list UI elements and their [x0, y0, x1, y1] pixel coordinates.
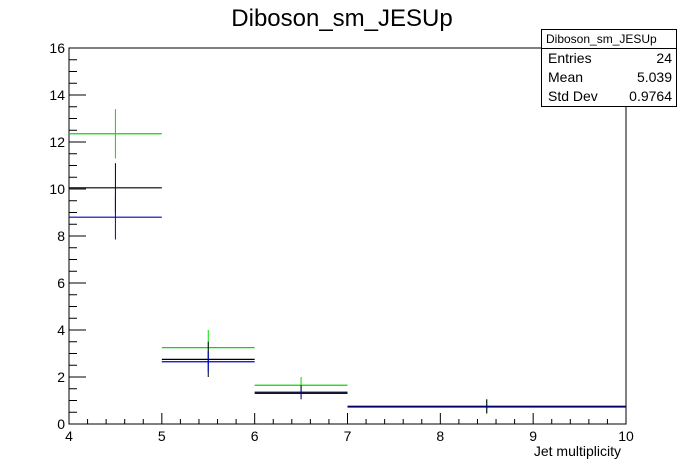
series-2	[69, 163, 626, 414]
y-tick-label: 6	[57, 275, 65, 291]
stats-label: Entries	[548, 50, 592, 66]
y-tick-label: 0	[57, 416, 65, 432]
stats-row-entries: Entries 24	[542, 49, 676, 68]
y-tick-label: 4	[57, 322, 65, 338]
series-1	[69, 109, 626, 414]
stats-value: 24	[656, 50, 672, 66]
chart-title: Diboson_sm_JESUp	[231, 5, 452, 32]
series-3	[69, 194, 626, 409]
stats-value: 5.039	[636, 69, 672, 85]
y-tick-label: 16	[49, 40, 65, 56]
x-tick-label: 5	[158, 428, 166, 444]
stats-label: Std Dev	[548, 88, 598, 104]
y-tick-label: 8	[57, 228, 65, 244]
y-tick-label: 14	[49, 87, 65, 103]
x-axis-label: Jet multiplicity	[534, 443, 621, 459]
series-layer	[69, 109, 626, 414]
stats-label: Mean	[548, 69, 584, 85]
y-tick-label: 12	[49, 134, 65, 150]
x-tick-label: 8	[436, 428, 444, 444]
axes: 4 5 6 7 8 9 10 0 2 4 6 8 10 12 14 16	[49, 40, 634, 444]
x-tick-label: 10	[618, 428, 634, 444]
y-tick-label: 2	[57, 369, 65, 385]
stats-box: Diboson_sm_JESUp Entries 24 Mean 5.039 S…	[541, 29, 677, 107]
stats-value: 0.9764	[629, 88, 672, 104]
x-tick-label: 6	[251, 428, 259, 444]
stats-row-stddev: Std Dev 0.9764	[542, 87, 676, 106]
y-tick-label: 10	[49, 181, 65, 197]
x-tick-label: 4	[65, 428, 73, 444]
x-tick-label: 9	[529, 428, 537, 444]
x-tick-label: 7	[344, 428, 352, 444]
stats-row-mean: Mean 5.039	[542, 68, 676, 87]
stats-box-title: Diboson_sm_JESUp	[542, 30, 676, 49]
